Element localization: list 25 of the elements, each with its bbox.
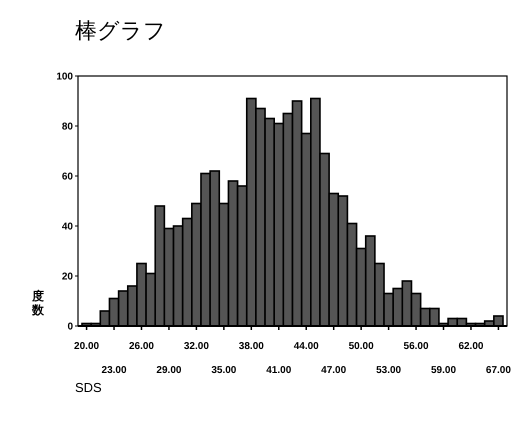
- x-tick-label: 26.00: [128, 341, 154, 352]
- x-axis-title: SDS: [75, 380, 102, 395]
- y-tick-label: 0: [67, 322, 74, 332]
- x-tick-label: 56.00: [404, 341, 429, 352]
- x-tick-label: 35.00: [211, 365, 237, 376]
- y-tick-label: 20: [62, 272, 74, 282]
- y-tick-label: 100: [56, 72, 74, 82]
- x-tick-label: 41.00: [266, 365, 292, 376]
- x-tick-label: 47.00: [321, 365, 347, 376]
- x-tick-label: 29.00: [156, 365, 182, 376]
- y-axis-title: 度数: [31, 289, 45, 317]
- y-tick-label: 80: [62, 122, 74, 132]
- y-tick-label: 60: [62, 172, 74, 182]
- x-tick-label: 38.00: [238, 341, 264, 352]
- chart-title: 棒グラフ: [75, 18, 166, 43]
- x-tick-label: 53.00: [376, 365, 402, 376]
- x-tick-label: 32.00: [184, 341, 210, 352]
- x-tick-label: 44.00: [294, 341, 320, 352]
- x-tick-label: 62.00: [458, 341, 484, 352]
- x-tick-label: 50.00: [348, 341, 374, 352]
- x-tick-label: 23.00: [102, 365, 127, 376]
- y-tick-label: 40: [62, 222, 74, 232]
- x-tick-label: 20.00: [74, 341, 100, 352]
- x-tick-label: 67.00: [486, 365, 512, 376]
- x-tick-label: 59.00: [430, 365, 456, 376]
